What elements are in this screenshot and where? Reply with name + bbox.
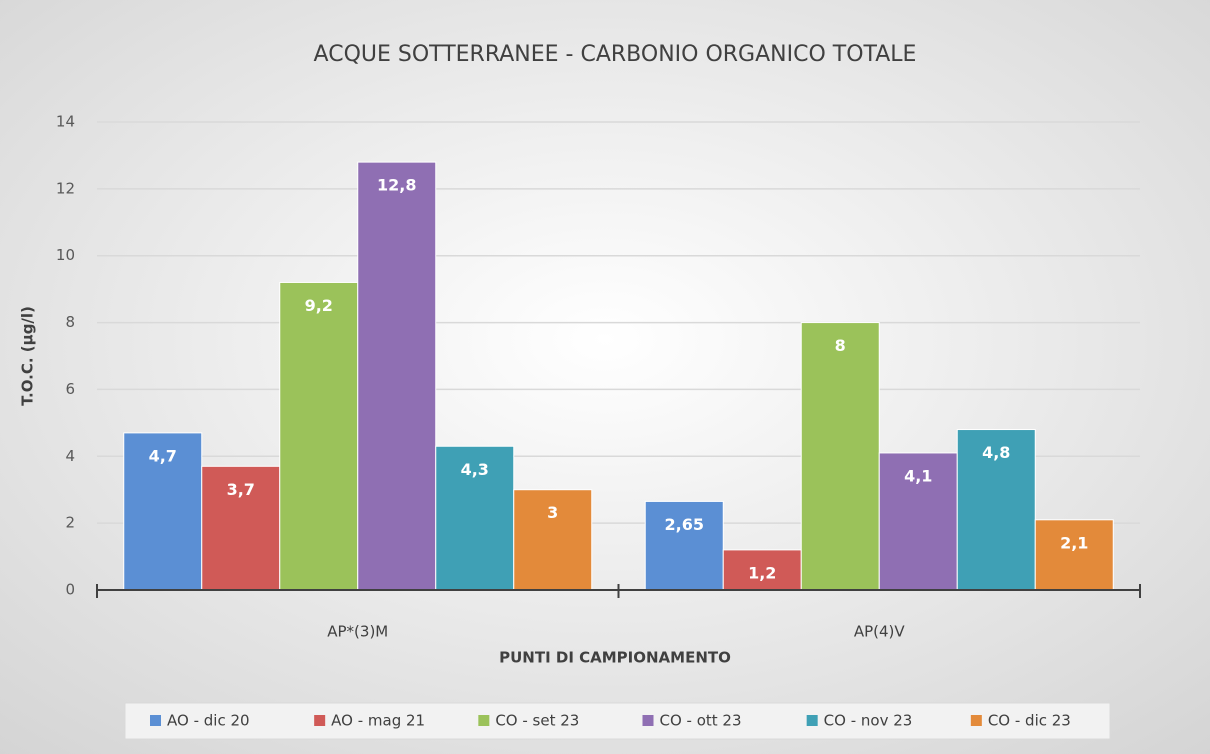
x-axis-label: PUNTI DI CAMPIONAMENTO: [499, 649, 731, 667]
bar: [513, 489, 593, 591]
y-tick-label: 12: [56, 179, 75, 197]
data-label: 12,8: [377, 176, 416, 195]
legend-swatch: [970, 715, 982, 726]
data-label: 1,2: [748, 563, 776, 582]
bar: [201, 465, 281, 591]
legend-label: AO - dic 20: [167, 712, 250, 730]
y-tick-label: 0: [65, 581, 75, 599]
legend-swatch: [806, 715, 818, 726]
x-tick-label: AP(4)V: [854, 623, 906, 641]
legend-box: [124, 702, 1111, 740]
bar: [357, 161, 437, 591]
data-label: 4,1: [904, 466, 932, 485]
legend-label: CO - ott 23: [660, 712, 742, 730]
y-axis-label: T.O.C. (µg/l): [19, 306, 37, 406]
data-label: 8: [835, 336, 846, 355]
y-tick-label: 14: [56, 113, 75, 131]
data-label: 2,1: [1060, 533, 1088, 552]
legend-label: CO - nov 23: [824, 712, 913, 730]
bar: [1034, 519, 1114, 591]
legend-swatch: [314, 715, 326, 726]
data-label: 4,3: [461, 460, 489, 479]
y-tick-label: 10: [56, 246, 75, 264]
bar: [878, 452, 958, 591]
legend-swatch: [642, 715, 654, 726]
y-tick-label: 8: [65, 313, 75, 331]
legend-label: CO - dic 23: [988, 712, 1071, 730]
bar: [956, 429, 1036, 591]
bar: [644, 500, 724, 591]
legend-label: CO - set 23: [495, 712, 579, 730]
y-tick-label: 2: [65, 514, 75, 532]
data-label: 3,7: [227, 480, 255, 499]
chart-title: ACQUE SOTTERRANEE - CARBONIO ORGANICO TO…: [314, 42, 917, 67]
x-tick-label: AP*(3)M: [327, 623, 388, 641]
bar: [435, 445, 515, 591]
data-label: 4,8: [982, 443, 1010, 462]
bar: [722, 549, 802, 591]
bar: [279, 281, 359, 591]
data-label: 9,2: [305, 296, 333, 315]
data-label: 3: [547, 503, 558, 522]
y-tick-label: 4: [65, 447, 75, 465]
bar: [800, 322, 880, 591]
legend-swatch: [478, 715, 490, 726]
data-label: 2,65: [665, 515, 704, 534]
legend-swatch: [150, 715, 161, 726]
bar: [123, 432, 203, 591]
data-label: 4,7: [149, 446, 177, 465]
legend-label: AO - mag 21: [331, 712, 425, 730]
y-tick-label: 6: [65, 380, 75, 398]
